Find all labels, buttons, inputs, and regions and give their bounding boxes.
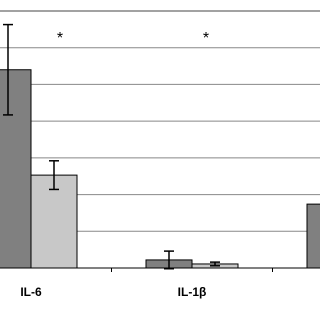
bar (306, 203, 320, 269)
x-tick-label: IL-1β (178, 285, 207, 299)
error-bar (210, 261, 220, 267)
x-tick-label: IL-6 (20, 285, 42, 299)
significance-mark: * (57, 30, 63, 47)
bar (30, 174, 78, 269)
significance-mark: * (203, 30, 209, 47)
error-bar (164, 250, 174, 270)
error-bar (3, 23, 13, 116)
error-bar (49, 160, 59, 191)
bar (0, 69, 32, 269)
